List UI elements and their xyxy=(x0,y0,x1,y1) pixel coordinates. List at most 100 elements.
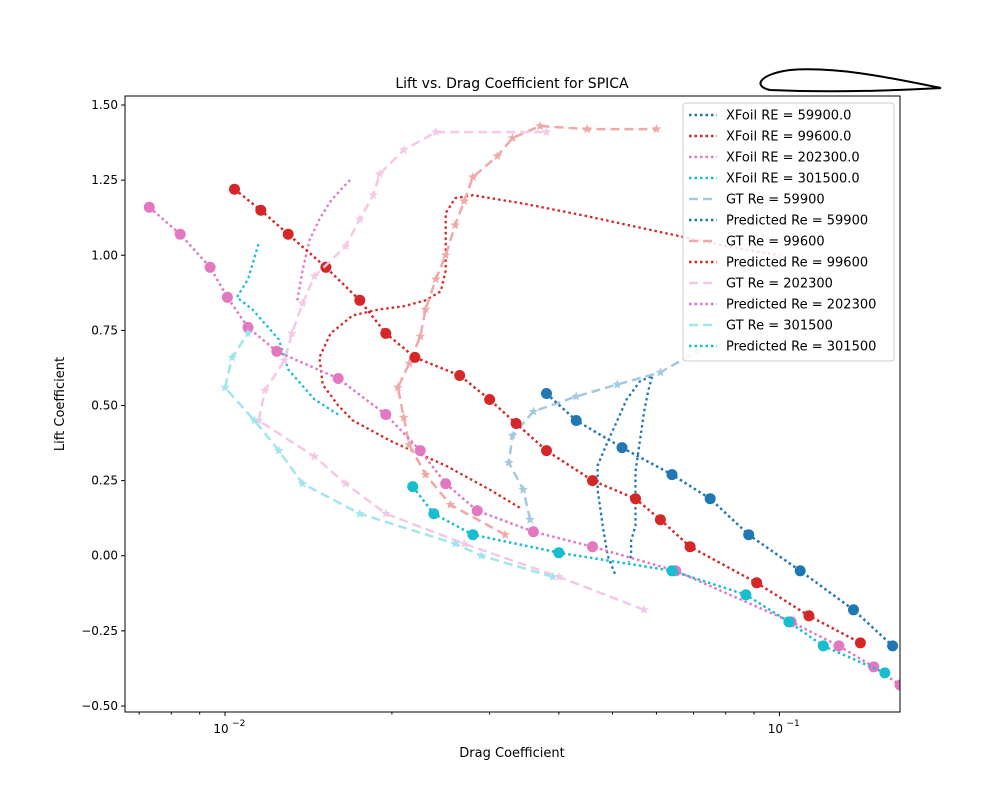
data-point xyxy=(570,415,582,426)
data-point xyxy=(587,475,598,487)
data-point xyxy=(340,478,351,488)
data-point xyxy=(368,190,378,200)
data-point xyxy=(484,394,496,405)
chart-title: Lift vs. Drag Coefficient for SPICA xyxy=(395,76,629,92)
data-point xyxy=(783,616,795,628)
data-point xyxy=(879,667,891,679)
series-line xyxy=(233,188,861,645)
data-point xyxy=(220,382,230,392)
data-point xyxy=(393,382,403,392)
legend-entry: XFoil RE = 99600.0 xyxy=(726,130,851,145)
y-tick-label: −0.25 xyxy=(81,624,118,638)
data-point xyxy=(297,478,308,488)
x-tick-exponent: −2 xyxy=(232,719,245,729)
legend-entry: XFoil RE = 59900.0 xyxy=(726,109,851,124)
legend-entry: Predicted Re = 59900 xyxy=(726,214,868,229)
data-point xyxy=(297,298,308,308)
series-line xyxy=(596,373,655,575)
data-point xyxy=(541,127,552,137)
data-point xyxy=(274,445,284,455)
y-axis-label: Lift Coefficient xyxy=(53,357,68,451)
data-point xyxy=(381,508,391,518)
axis-ticks: −0.50 −0.25 0.00 0.25 0.50 0.75 1.00 1.25 1.50 10… xyxy=(81,98,799,736)
data-point xyxy=(655,367,666,377)
y-tick-label: 0.50 xyxy=(91,399,118,413)
data-point xyxy=(751,577,763,589)
data-point xyxy=(476,550,487,560)
data-point xyxy=(445,499,456,509)
data-point xyxy=(651,124,662,134)
series-line xyxy=(507,350,698,520)
airfoil-outline-icon xyxy=(759,68,942,93)
legend-entry: Predicted Re = 99600 xyxy=(726,256,868,271)
data-point xyxy=(500,529,510,539)
data-point xyxy=(553,547,565,559)
data-point xyxy=(143,201,155,213)
data-point xyxy=(255,204,267,216)
series-line xyxy=(296,179,351,301)
data-point xyxy=(794,565,806,577)
data-point xyxy=(528,406,539,416)
series-line xyxy=(223,332,554,578)
series-line xyxy=(148,206,900,687)
legend-entry: GT Re = 202300 xyxy=(726,277,833,292)
data-point xyxy=(355,214,365,224)
data-point xyxy=(887,640,899,652)
data-point xyxy=(282,228,294,240)
data-point xyxy=(704,493,716,505)
plot-frame xyxy=(124,95,901,713)
data-point xyxy=(833,640,845,652)
data-point xyxy=(518,484,528,494)
legend-entry: GT Re = 99600 xyxy=(726,235,825,250)
data-point xyxy=(507,430,518,440)
data-point xyxy=(630,493,641,505)
data-point xyxy=(320,261,332,273)
data-point xyxy=(639,604,649,614)
data-point xyxy=(504,457,514,467)
data-point xyxy=(309,451,320,461)
data-point xyxy=(554,571,564,581)
data-point xyxy=(398,412,409,422)
data-point xyxy=(684,541,696,553)
data-point xyxy=(229,183,240,195)
data-point xyxy=(242,321,254,333)
y-tick-label: 1.25 xyxy=(91,173,118,187)
x-tick-label: 10 xyxy=(768,722,783,736)
data-point xyxy=(414,445,426,457)
data-point xyxy=(507,133,518,143)
legend-entry: Predicted Re = 301500 xyxy=(726,340,876,355)
data-point xyxy=(450,538,460,548)
data-point xyxy=(380,409,392,420)
data-point xyxy=(407,481,419,493)
data-point xyxy=(249,415,260,425)
data-point xyxy=(204,261,216,273)
data-point xyxy=(380,327,392,339)
data-point xyxy=(468,172,478,182)
x-tick-exponent: −1 xyxy=(786,719,799,729)
data-point xyxy=(459,538,469,548)
data-point xyxy=(740,589,752,601)
data-point xyxy=(374,169,385,179)
data-point xyxy=(260,385,270,395)
data-point xyxy=(227,352,237,362)
data-point xyxy=(404,439,415,449)
y-tick-label: 0.75 xyxy=(91,323,118,337)
data-point xyxy=(459,196,469,206)
data-point xyxy=(340,241,351,251)
y-tick-label: −0.50 xyxy=(81,699,118,713)
y-tick-label: 0.25 xyxy=(91,474,118,488)
legend-entry: XFoil RE = 301500.0 xyxy=(726,172,860,187)
data-point xyxy=(332,373,344,384)
series-line xyxy=(235,242,339,416)
data-point xyxy=(571,391,581,401)
y-tick-label: 1.50 xyxy=(91,98,118,112)
series-line xyxy=(545,392,894,647)
data-point xyxy=(243,328,253,338)
data-point xyxy=(471,505,483,517)
legend-box xyxy=(682,102,895,362)
data-point xyxy=(454,370,466,381)
data-point xyxy=(450,220,460,230)
series-line xyxy=(318,194,780,509)
data-point xyxy=(409,351,421,363)
